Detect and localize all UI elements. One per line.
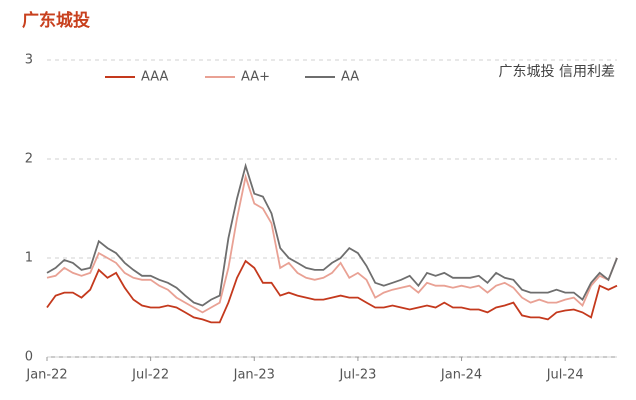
y-tick-label: 3: [25, 53, 33, 68]
y-tick-label: 0: [25, 350, 33, 365]
series-line: [46, 162, 618, 307]
series-line: [46, 173, 618, 314]
x-tick-label: Jul-23: [338, 368, 376, 383]
legend-label: AAA: [141, 70, 169, 85]
legend-label: AA+: [241, 70, 270, 85]
legend-label: AA: [341, 70, 359, 85]
x-tick-label: Jan-24: [440, 368, 482, 383]
x-tick-label: Jul-22: [131, 368, 169, 383]
x-tick-label: Jul-24: [546, 368, 584, 383]
x-tick-label: Jan-23: [233, 368, 275, 383]
series-line: [46, 259, 618, 324]
y-tick-label: 2: [25, 152, 33, 167]
y-tick-label: 1: [25, 251, 33, 266]
chart-title: 广东城投: [22, 10, 90, 31]
annotation: 广东城投 信用利差: [499, 64, 615, 80]
x-tick-label: Jan-22: [25, 368, 67, 383]
